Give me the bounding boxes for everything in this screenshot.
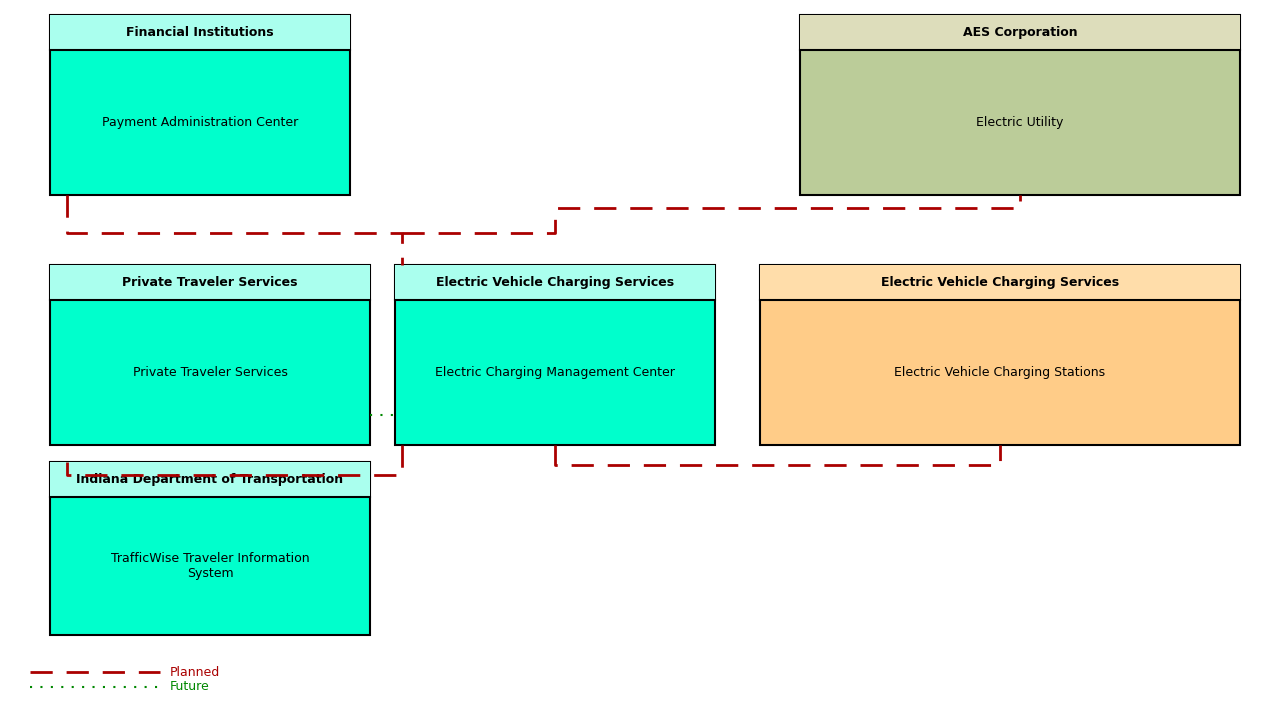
Text: Electric Vehicle Charging Services: Electric Vehicle Charging Services (881, 276, 1119, 289)
Text: Future: Future (170, 681, 209, 694)
Text: Planned: Planned (170, 665, 221, 678)
Bar (799, 15, 1240, 195)
Bar (50, 462, 369, 497)
Bar (760, 265, 1240, 445)
Bar (50, 15, 351, 195)
Bar (50, 462, 369, 635)
Text: Financial Institutions: Financial Institutions (126, 26, 274, 39)
Text: Private Traveler Services: Private Traveler Services (132, 366, 288, 379)
Text: Electric Charging Management Center: Electric Charging Management Center (435, 366, 675, 379)
Text: Electric Utility: Electric Utility (976, 116, 1064, 129)
Bar (50, 265, 369, 300)
Bar (50, 15, 351, 50)
Text: TrafficWise Traveler Information
System: TrafficWise Traveler Information System (111, 552, 309, 580)
Bar (50, 265, 369, 445)
Text: Private Traveler Services: Private Traveler Services (122, 276, 298, 289)
Bar (760, 265, 1240, 300)
Text: AES Corporation: AES Corporation (962, 26, 1077, 39)
Bar (395, 265, 715, 445)
Text: Electric Vehicle Charging Stations: Electric Vehicle Charging Stations (894, 366, 1106, 379)
Text: Indiana Department of Transportation: Indiana Department of Transportation (77, 473, 343, 486)
Text: Electric Vehicle Charging Services: Electric Vehicle Charging Services (436, 276, 675, 289)
Text: Payment Administration Center: Payment Administration Center (102, 116, 298, 129)
Bar (395, 265, 715, 300)
Bar (799, 15, 1240, 50)
